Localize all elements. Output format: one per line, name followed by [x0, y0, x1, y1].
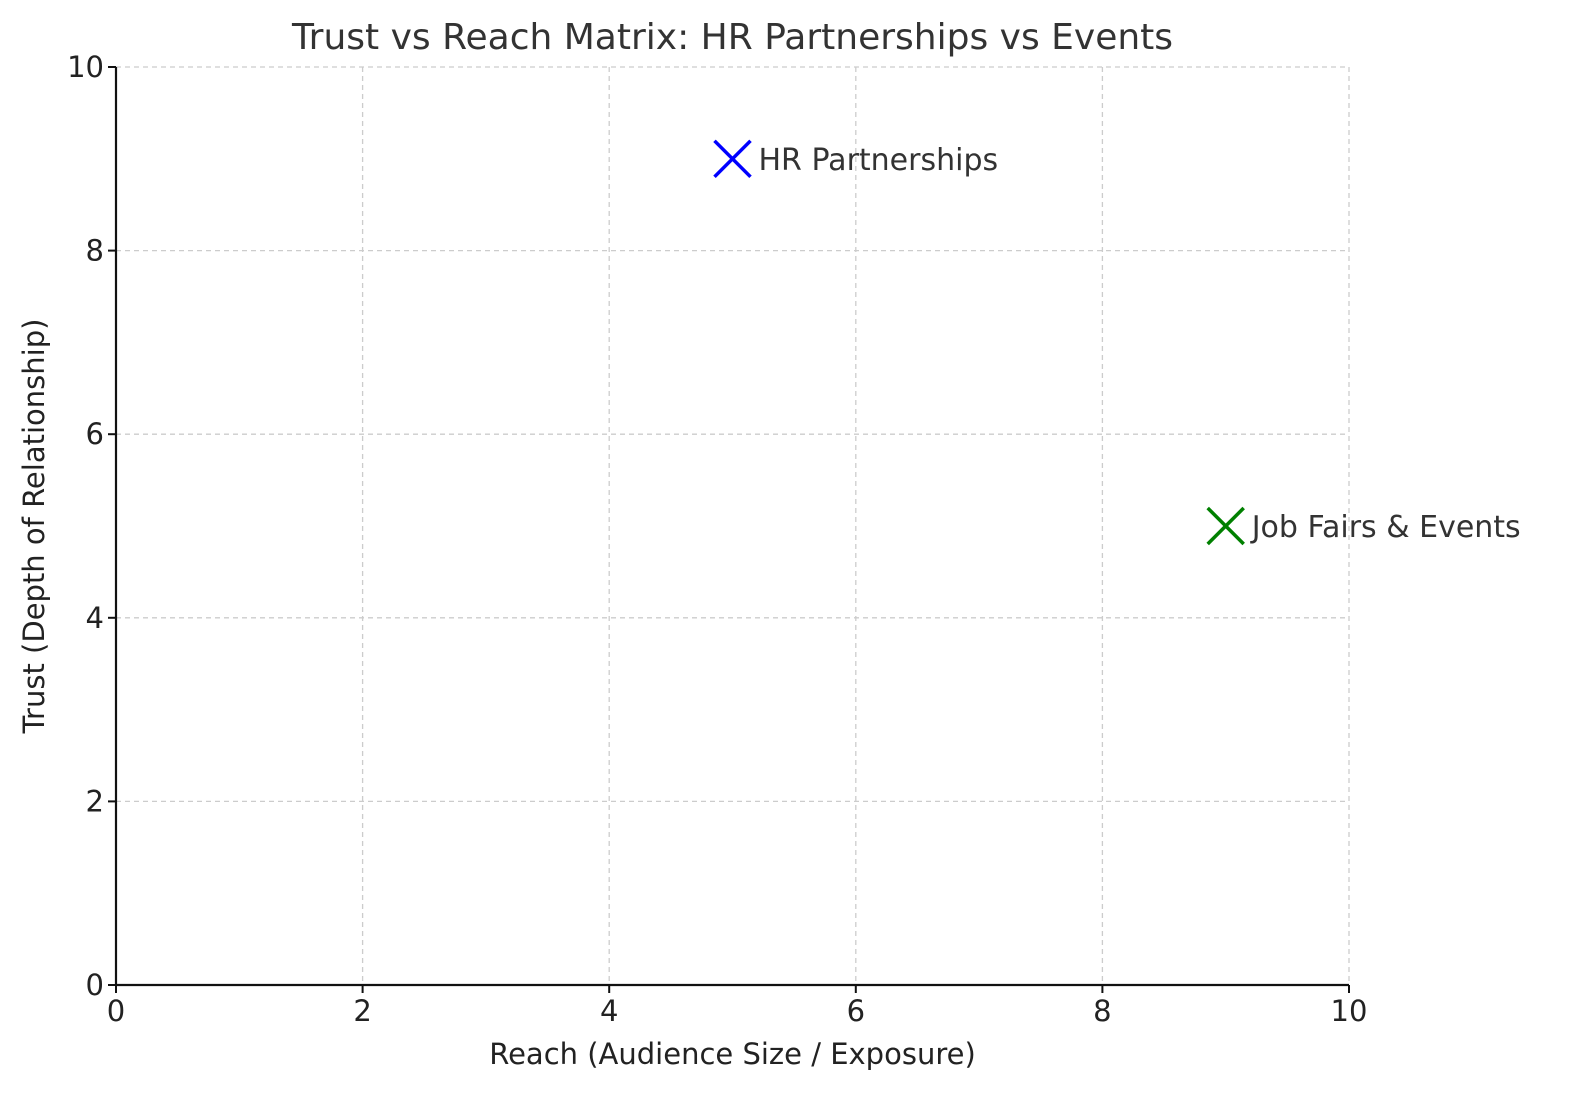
x-tick-label: 4 — [600, 994, 618, 1028]
x-tick-label: 2 — [353, 994, 371, 1028]
ticks: 0 2 4 6 8 10 0 2 4 6 8 10 — [67, 50, 1367, 1028]
y-tick-label: 8 — [86, 234, 104, 268]
x-tick-label: 0 — [107, 994, 125, 1028]
data-point: Job Fairs & Events — [1206, 506, 1521, 546]
x-tick-label: 10 — [1331, 994, 1368, 1028]
axes — [114, 67, 1349, 987]
y-tick-label: 4 — [86, 601, 104, 635]
x-tick-label: 8 — [1093, 994, 1111, 1028]
y-tick-label: 6 — [86, 417, 104, 451]
y-axis-label: Trust (Depth of Relationship) — [17, 319, 51, 735]
chart-title: Trust vs Reach Matrix: HR Partnerships v… — [291, 17, 1173, 58]
y-tick-label: 10 — [67, 50, 104, 84]
x-tick-label: 6 — [847, 994, 865, 1028]
y-tick-label: 2 — [86, 784, 104, 818]
y-tick-label: 0 — [86, 968, 104, 1002]
data-point: HR Partnerships — [713, 139, 999, 179]
data-point-label: HR Partnerships — [759, 143, 999, 178]
x-marker-stroke — [713, 139, 752, 179]
x-axis-label: Reach (Audience Size / Exposure) — [489, 1037, 976, 1071]
grid — [116, 66, 1350, 985]
data-points: HR Partnerships Job Fairs & Events — [713, 139, 1521, 546]
x-marker-stroke — [1206, 506, 1245, 546]
data-point-label: Job Fairs & Events — [1250, 510, 1521, 545]
